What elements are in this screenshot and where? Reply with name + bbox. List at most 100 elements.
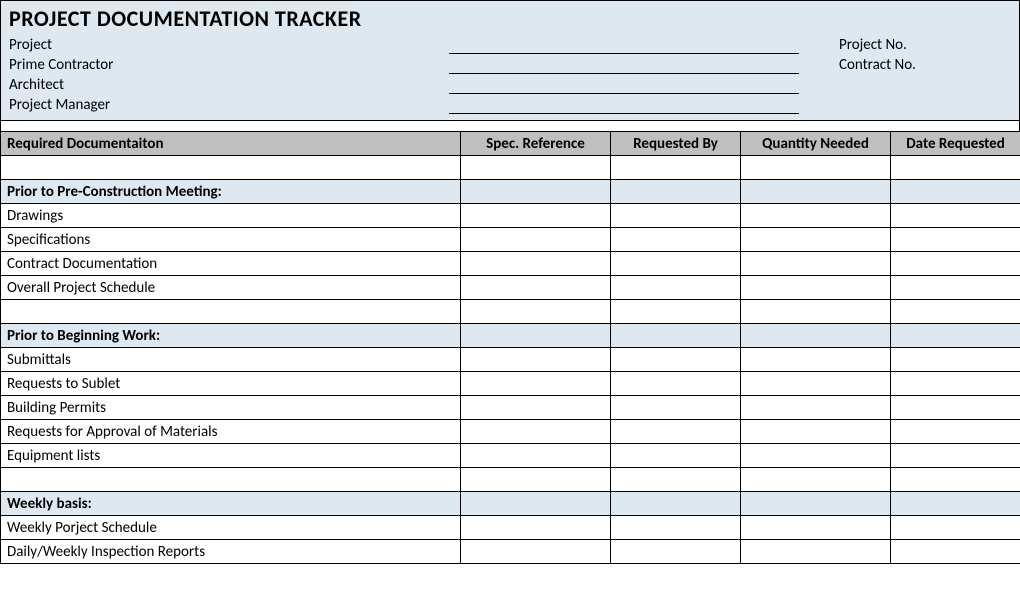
cell-empty[interactable] [741, 516, 891, 540]
col-spec-ref: Spec. Reference [461, 132, 611, 156]
cell-empty[interactable] [1, 468, 461, 492]
cell-empty[interactable] [461, 348, 611, 372]
cell-empty[interactable] [461, 420, 611, 444]
cell-empty[interactable] [611, 324, 741, 348]
cell-empty[interactable] [741, 324, 891, 348]
cell-empty[interactable] [611, 444, 741, 468]
input-prime-contractor[interactable] [449, 56, 799, 74]
cell-empty[interactable] [611, 396, 741, 420]
cell-empty[interactable] [891, 348, 1020, 372]
item-label: Overall Project Schedule [1, 276, 461, 300]
cell-empty[interactable] [461, 300, 611, 324]
cell-empty[interactable] [741, 540, 891, 564]
cell-empty[interactable] [891, 156, 1020, 180]
cell-empty[interactable] [611, 228, 741, 252]
cell-empty[interactable] [611, 420, 741, 444]
label-project-manager: Project Manager [9, 96, 449, 114]
cell-empty[interactable] [891, 204, 1020, 228]
cell-empty[interactable] [741, 156, 891, 180]
cell-empty[interactable] [1, 156, 461, 180]
cell-empty[interactable] [741, 372, 891, 396]
cell-empty[interactable] [891, 300, 1020, 324]
input-architect[interactable] [449, 76, 799, 94]
item-label: Requests for Approval of Materials [1, 420, 461, 444]
cell-empty[interactable] [461, 324, 611, 348]
cell-empty[interactable] [611, 252, 741, 276]
spacer-bar [0, 121, 1020, 131]
cell-empty[interactable] [891, 252, 1020, 276]
cell-empty[interactable] [461, 372, 611, 396]
table-row: Weekly Porject Schedule [1, 516, 1020, 540]
table-row: Contract Documentation [1, 252, 1020, 276]
cell-empty[interactable] [611, 516, 741, 540]
table-row: Building Permits [1, 396, 1020, 420]
cell-empty[interactable] [741, 180, 891, 204]
cell-empty[interactable] [891, 372, 1020, 396]
cell-empty[interactable] [611, 276, 741, 300]
input-project-manager[interactable] [449, 96, 799, 114]
spacer-row [1, 300, 1020, 324]
cell-empty[interactable] [611, 492, 741, 516]
cell-empty[interactable] [741, 420, 891, 444]
cell-empty[interactable] [891, 228, 1020, 252]
item-label: Building Permits [1, 396, 461, 420]
cell-empty[interactable] [891, 540, 1020, 564]
cell-empty[interactable] [461, 468, 611, 492]
cell-empty[interactable] [891, 276, 1020, 300]
cell-empty[interactable] [611, 204, 741, 228]
cell-empty[interactable] [611, 372, 741, 396]
cell-empty[interactable] [741, 396, 891, 420]
item-label: Requests to Sublet [1, 372, 461, 396]
col-required-doc: Required Documentaiton [1, 132, 461, 156]
table-row: Requests to Sublet [1, 372, 1020, 396]
cell-empty[interactable] [891, 420, 1020, 444]
spacer-row [1, 156, 1020, 180]
cell-empty[interactable] [891, 516, 1020, 540]
cell-empty[interactable] [741, 276, 891, 300]
cell-empty[interactable] [891, 180, 1020, 204]
col-requested-by: Requested By [611, 132, 741, 156]
cell-empty[interactable] [461, 204, 611, 228]
cell-empty[interactable] [461, 252, 611, 276]
cell-empty[interactable] [741, 204, 891, 228]
cell-empty[interactable] [461, 180, 611, 204]
cell-empty[interactable] [891, 396, 1020, 420]
cell-empty[interactable] [461, 492, 611, 516]
cell-empty[interactable] [741, 252, 891, 276]
cell-empty[interactable] [461, 228, 611, 252]
cell-empty[interactable] [741, 468, 891, 492]
cell-empty[interactable] [741, 444, 891, 468]
label-project: Project [9, 36, 449, 54]
label-contract-no: Contract No. [799, 56, 1011, 74]
cell-empty[interactable] [891, 444, 1020, 468]
input-project[interactable] [449, 36, 799, 54]
section-title: Prior to Beginning Work: [1, 324, 461, 348]
label-blank-2 [799, 96, 1011, 114]
cell-empty[interactable] [611, 348, 741, 372]
cell-empty[interactable] [611, 540, 741, 564]
cell-empty[interactable] [611, 180, 741, 204]
cell-empty[interactable] [741, 492, 891, 516]
label-prime-contractor: Prime Contractor [9, 56, 449, 74]
cell-empty[interactable] [891, 324, 1020, 348]
cell-empty[interactable] [741, 300, 891, 324]
cell-empty[interactable] [741, 348, 891, 372]
section-row: Prior to Beginning Work: [1, 324, 1020, 348]
cell-empty[interactable] [461, 396, 611, 420]
cell-empty[interactable] [891, 468, 1020, 492]
item-label: Weekly Porject Schedule [1, 516, 461, 540]
cell-empty[interactable] [1, 300, 461, 324]
cell-empty[interactable] [611, 156, 741, 180]
cell-empty[interactable] [741, 228, 891, 252]
label-blank-1 [799, 76, 1011, 94]
cell-empty[interactable] [461, 156, 611, 180]
cell-empty[interactable] [611, 300, 741, 324]
cell-empty[interactable] [461, 540, 611, 564]
cell-empty[interactable] [611, 468, 741, 492]
section-row: Weekly basis: [1, 492, 1020, 516]
cell-empty[interactable] [461, 516, 611, 540]
item-label: Drawings [1, 204, 461, 228]
cell-empty[interactable] [891, 492, 1020, 516]
cell-empty[interactable] [461, 276, 611, 300]
cell-empty[interactable] [461, 444, 611, 468]
